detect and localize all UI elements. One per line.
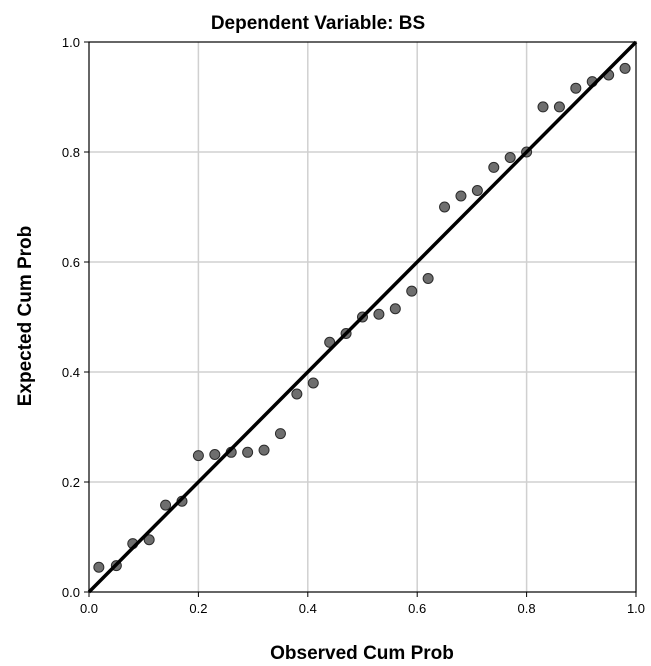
data-point xyxy=(406,285,418,297)
x-tick-label: 0.0 xyxy=(80,601,98,616)
data-point xyxy=(258,444,270,456)
data-point xyxy=(389,303,401,315)
data-point xyxy=(504,152,516,163)
y-axis-label: Expected Cum Prob xyxy=(15,226,36,407)
data-point xyxy=(439,201,451,213)
plot-frame xyxy=(88,41,637,593)
x-tick-label: 0.2 xyxy=(189,601,207,616)
grid-lines xyxy=(89,42,636,592)
data-point xyxy=(553,101,565,113)
data-point xyxy=(537,101,549,113)
data-point xyxy=(93,561,105,573)
data-point xyxy=(291,388,303,400)
data-point xyxy=(471,185,483,196)
data-point xyxy=(570,82,582,94)
reference-line xyxy=(87,40,638,594)
data-point xyxy=(209,449,221,460)
y-tick-label: 0.0 xyxy=(62,585,80,600)
y-tick-label: 1.0 xyxy=(62,35,80,50)
data-point xyxy=(274,428,286,440)
data-point xyxy=(488,161,500,173)
data-point xyxy=(455,190,467,202)
y-tick-label: 0.8 xyxy=(62,145,80,160)
data-point xyxy=(422,273,434,284)
data-point xyxy=(192,450,204,462)
data-point xyxy=(143,534,155,546)
x-axis-ticks: 0.0 0.2 0.4 0.6 0.8 1.0 xyxy=(80,592,645,616)
chart-title: Dependent Variable: BS xyxy=(211,13,425,34)
y-axis-ticks: 0.0 0.2 0.4 0.6 0.8 1.0 xyxy=(62,35,89,600)
data-point xyxy=(160,499,172,511)
y-tick-label: 0.6 xyxy=(62,255,80,270)
x-tick-label: 0.4 xyxy=(299,601,317,616)
data-point xyxy=(324,336,336,348)
data-point xyxy=(373,308,385,320)
data-point xyxy=(242,446,254,458)
x-axis-label: Observed Cum Prob xyxy=(270,643,454,664)
data-point xyxy=(307,377,319,389)
x-tick-label: 0.8 xyxy=(518,601,536,616)
data-point xyxy=(619,62,631,74)
x-tick-label: 1.0 xyxy=(627,601,645,616)
y-tick-label: 0.4 xyxy=(62,365,80,380)
y-tick-label: 0.2 xyxy=(62,475,80,490)
x-tick-label: 0.6 xyxy=(408,601,426,616)
